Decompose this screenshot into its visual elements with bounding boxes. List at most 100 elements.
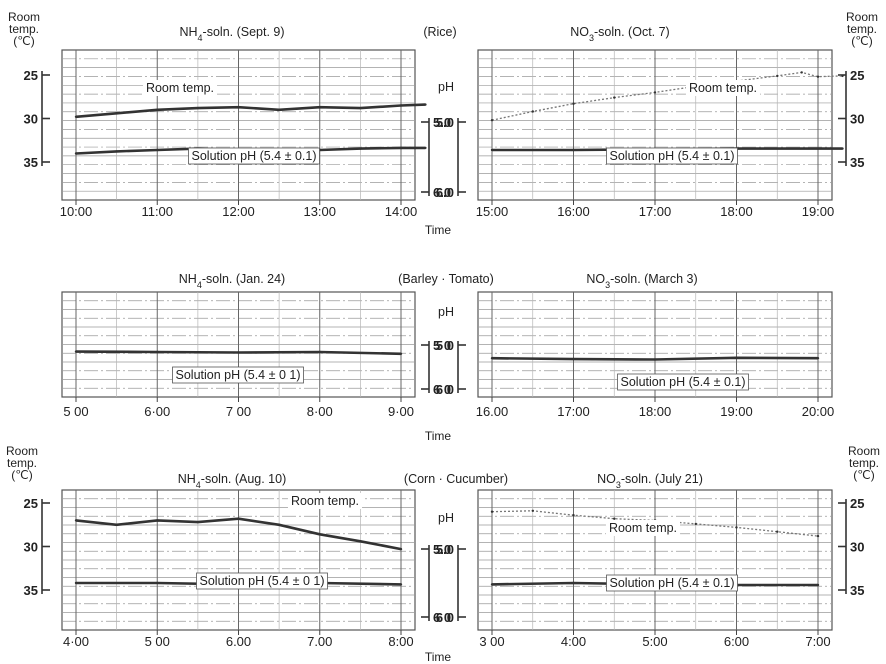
ph-tick-label: 6 0	[436, 610, 454, 625]
x-tick-label: 11:00	[141, 204, 173, 219]
solution-ph-point	[318, 350, 321, 354]
x-tick-label: 8·00	[307, 404, 333, 419]
room-temp-point	[318, 106, 321, 109]
panel-title: NO3-soln. (March 3)	[586, 272, 697, 290]
ph-axis-title: pH	[438, 80, 454, 94]
panel-title: NO3-soln. (Oct. 7)	[570, 25, 669, 43]
solution-ph-point	[156, 581, 159, 585]
solution-ph-point	[399, 583, 403, 586]
solution-ph-point	[653, 358, 657, 361]
x-tick-label: 17:00	[639, 204, 672, 219]
x-tick-label: 18:00	[639, 404, 672, 419]
room-temp-point	[74, 519, 78, 522]
x-tick-label: 7:00	[805, 634, 830, 649]
room-temp-point	[277, 108, 281, 112]
room-temp-label: Room temp.	[689, 81, 757, 95]
room-temp-axis-title: Room	[8, 10, 40, 24]
x-tick-label: 13:00	[303, 204, 336, 219]
room-temp-point	[572, 102, 575, 105]
x-tick-label: 17:00	[557, 404, 590, 419]
solution-ph-point	[156, 148, 159, 152]
x-tick-label: 10:00	[60, 204, 93, 219]
solution-ph-label: Solution pH (5.4 ± 0.1)	[610, 576, 735, 590]
panel-title: NH4-soln. (Sept. 9)	[179, 25, 284, 43]
ph-tick-label: 6 0	[433, 382, 451, 397]
room-temp-point	[74, 115, 78, 119]
room-temp-point	[490, 119, 494, 122]
solution-ph-point	[816, 357, 820, 360]
x-tick-label: 15:00	[476, 204, 509, 219]
room-temp-axis-title: temp.	[7, 456, 37, 470]
solution-ph-point	[841, 147, 844, 150]
series-label-bg	[172, 366, 304, 384]
solution-ph-label: Solution pH (5.4 ± 0.1)	[621, 375, 746, 389]
x-tick-label: 9·00	[388, 404, 414, 419]
room-temp-point	[800, 71, 803, 74]
solution-ph-label: Solution pH (5.4 ± 0.1)	[610, 149, 735, 163]
room-temp-axis-title: Room	[846, 10, 878, 24]
series-label-bg	[287, 493, 363, 509]
temp-tick-label: 30	[24, 112, 38, 127]
room-temp-axis-title: Room	[6, 444, 38, 458]
x-tick-label: 6:00	[724, 634, 749, 649]
room-temp-point	[424, 103, 427, 106]
x-tick-label: 7 00	[226, 404, 251, 419]
x-tick-label: 6.00	[226, 634, 251, 649]
room-temp-point	[572, 514, 575, 517]
solution-ph-label: Solution pH (5.4 ± 0.1)	[192, 149, 317, 163]
series-label-bg	[617, 373, 749, 391]
x-tick-label: 7.00	[307, 634, 332, 649]
series-label-bg	[196, 572, 328, 590]
ph-tick-label: 5.0	[436, 542, 454, 557]
room-temp-line	[491, 71, 843, 121]
room-temp-point	[776, 74, 779, 78]
crop-group-label: (Rice)	[423, 25, 456, 39]
ph-axis-title: pH	[438, 511, 454, 525]
x-tick-label: 20:00	[802, 404, 835, 419]
solution-ph-point	[816, 147, 820, 150]
room-temp-point	[694, 522, 697, 526]
solution-ph-point	[115, 150, 118, 153]
series-label-bg	[605, 520, 681, 536]
solution-ph-point	[572, 148, 575, 152]
temp-tick-label: 25	[850, 68, 864, 83]
ph-tick-label: 6 0	[433, 610, 451, 625]
room-temp-point	[531, 509, 534, 512]
temp-tick-label: 30	[850, 112, 864, 127]
x-tick-label: 19:00	[720, 404, 753, 419]
x-tick-label: 5:00	[642, 634, 667, 649]
room-temp-point	[816, 75, 820, 78]
ph-tick-label: 5.0	[433, 115, 451, 130]
ph-tick-label: 5 0	[433, 338, 451, 353]
temp-tick-label: 35	[850, 155, 864, 170]
room-temp-point	[156, 108, 159, 112]
room-temp-point	[490, 510, 494, 513]
crop-group-label: (Barley · Tomato)	[398, 272, 494, 286]
x-tick-label: 5 00	[63, 404, 88, 419]
room-temp-axis-title: temp.	[849, 456, 879, 470]
room-temp-axis-title: (℃)	[853, 468, 874, 482]
room-temp-point	[237, 106, 240, 109]
room-temp-point	[816, 534, 820, 538]
room-temp-point	[613, 96, 616, 99]
solution-ph-point	[156, 350, 159, 354]
room-temp-point	[115, 112, 118, 115]
solution-ph-point	[399, 352, 403, 355]
room-temp-label: Room temp.	[146, 81, 214, 95]
solution-ph-point	[572, 357, 575, 361]
x-tick-label: 19:00	[802, 204, 835, 219]
room-temp-point	[613, 517, 616, 520]
x-axis-label-time: Time	[425, 650, 452, 664]
x-tick-label: 14:00	[385, 204, 418, 219]
ph-tick-label: 5.0	[436, 115, 454, 130]
x-tick-label: 5 00	[145, 634, 170, 649]
temp-tick-label: 25	[24, 68, 38, 83]
solution-ph-point	[359, 147, 362, 150]
ph-axis-title: pH	[438, 305, 454, 319]
solution-ph-point	[424, 146, 427, 150]
room-temp-point	[318, 533, 321, 536]
temp-tick-label: 30	[24, 540, 38, 555]
series-label-bg	[142, 80, 218, 96]
x-tick-label: 4·00	[63, 634, 89, 649]
